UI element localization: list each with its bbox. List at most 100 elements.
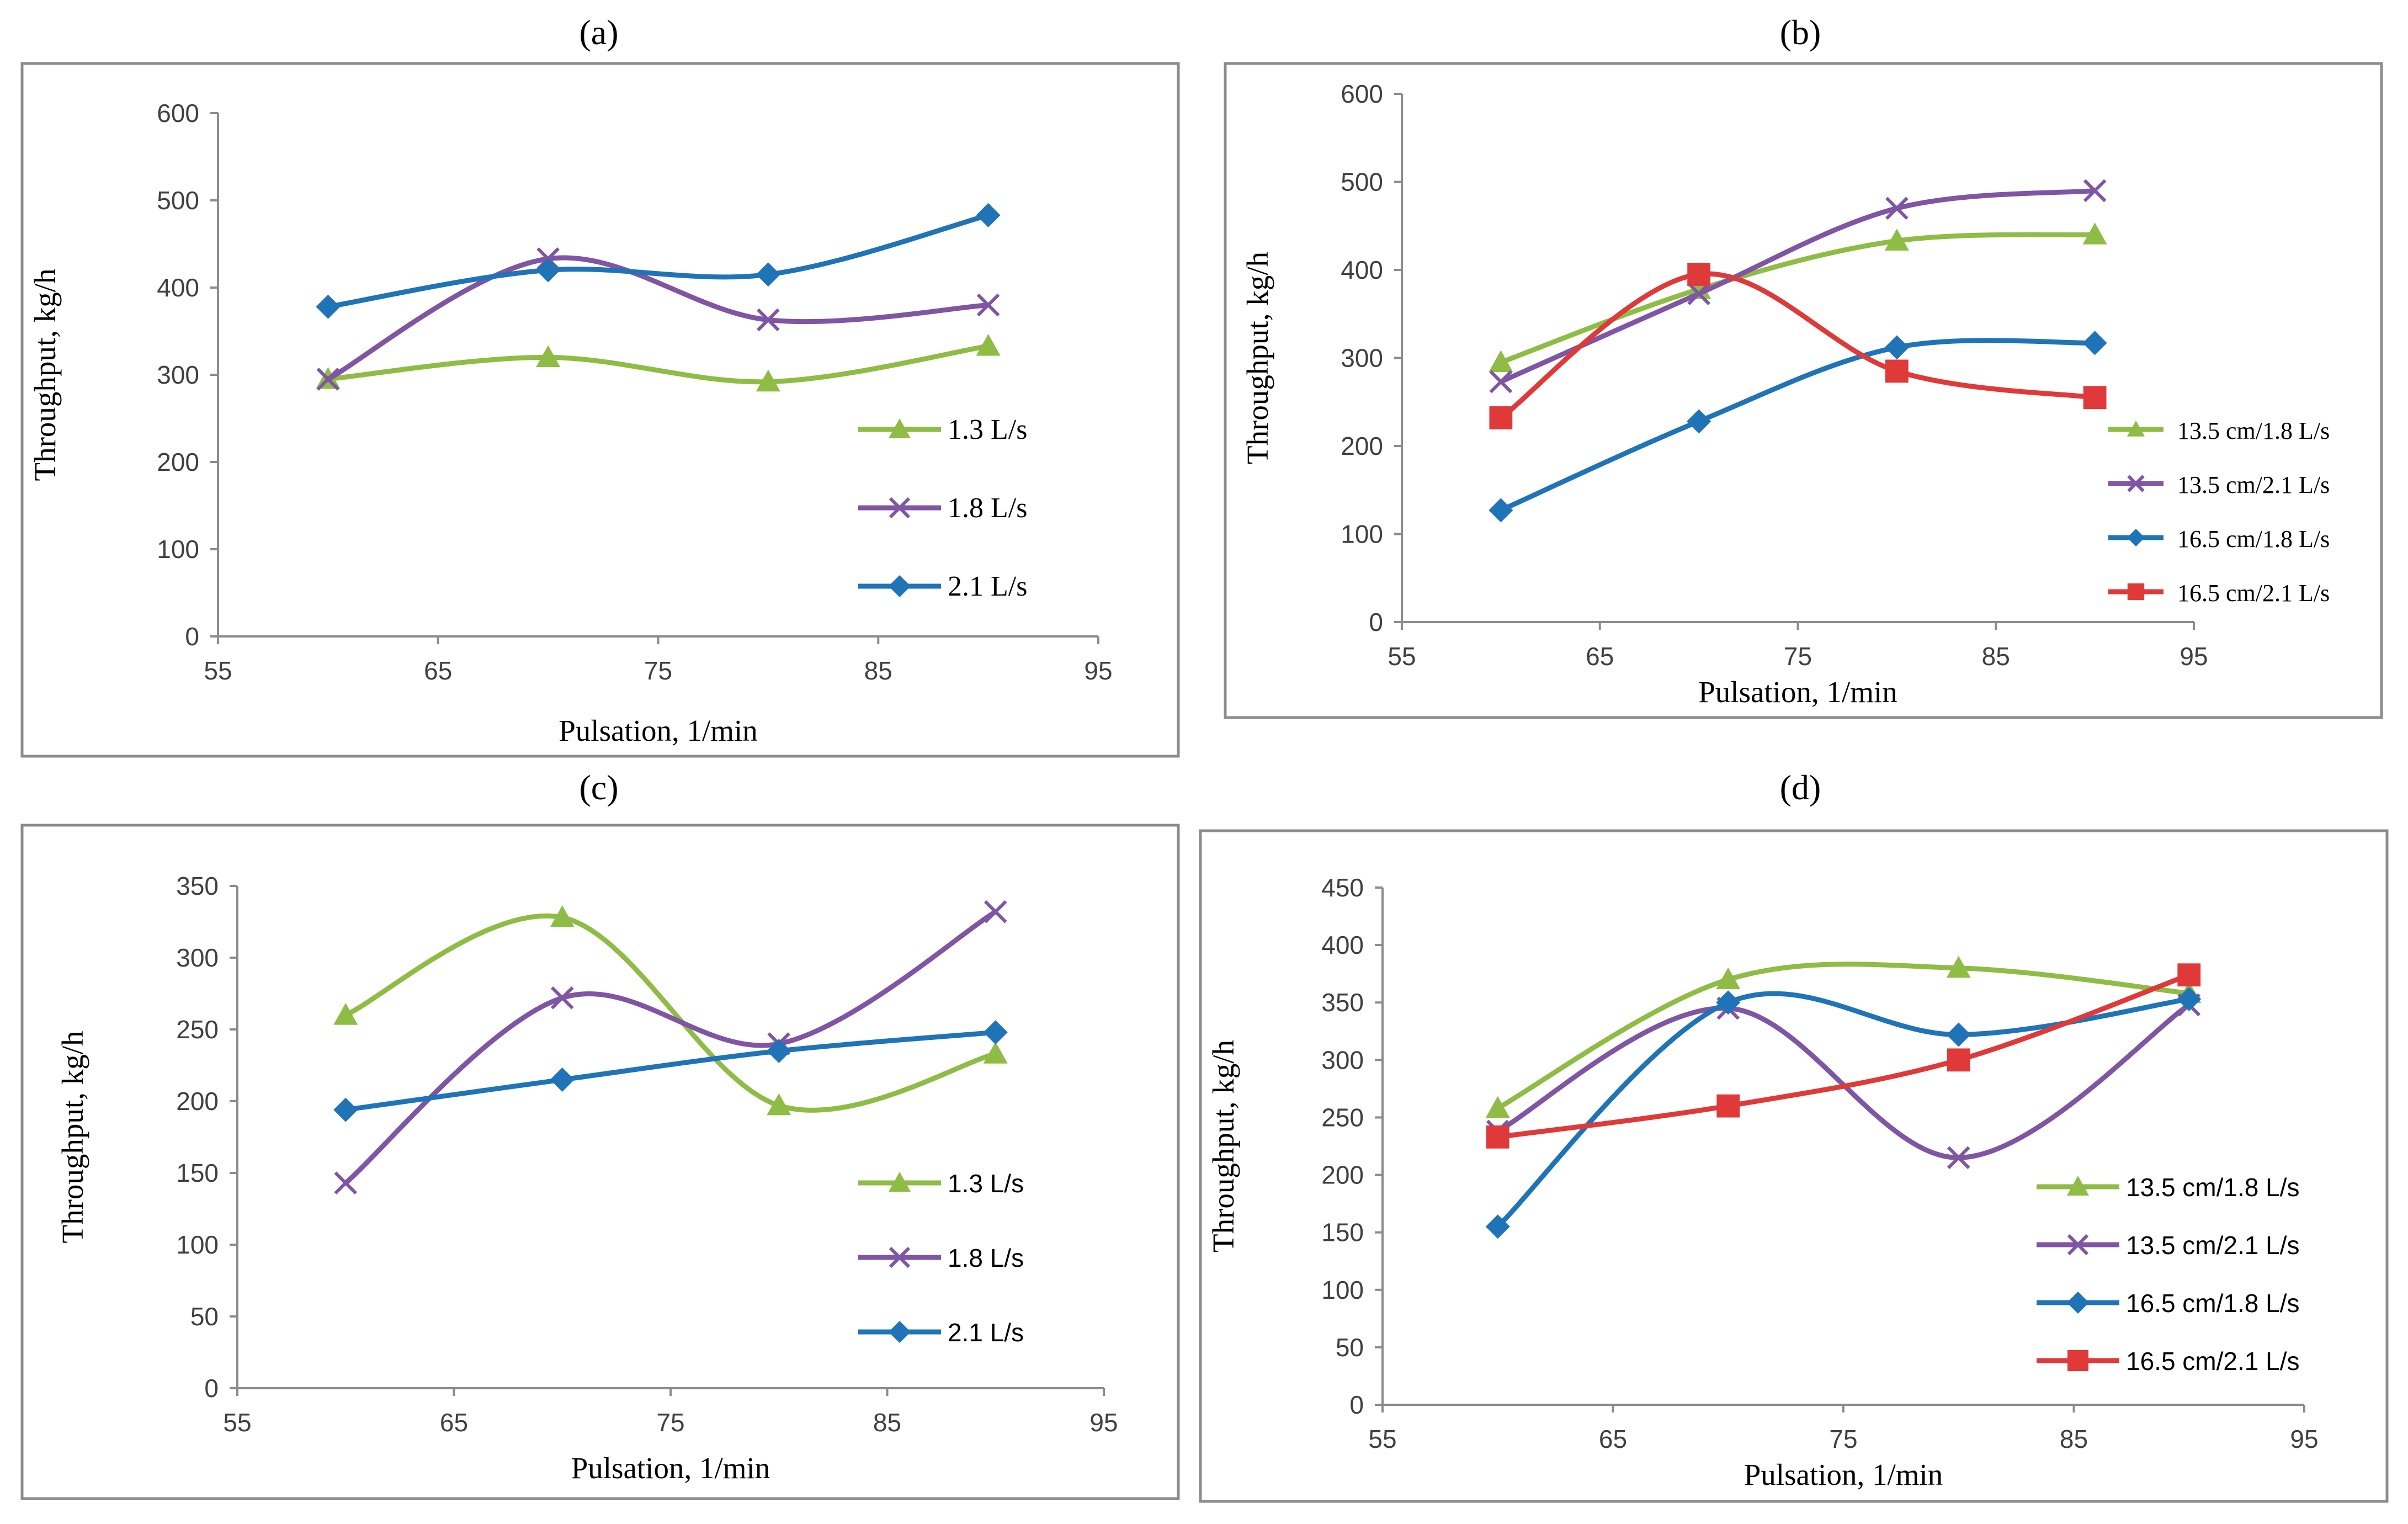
panel-b-series-0-line bbox=[1498, 232, 2098, 365]
panel-b-y-tick-label: 100 bbox=[1341, 520, 1383, 549]
panel-b-legend-item-2: 16.5 cm/1.8 L/s bbox=[2108, 525, 2330, 553]
panel-c-x-tick-label: 65 bbox=[440, 1408, 468, 1437]
panel-b-x-tick-label: 65 bbox=[1586, 642, 1614, 671]
panel-a-y-tick-label: 100 bbox=[157, 535, 199, 564]
panel-a-series-0-point-2 bbox=[756, 369, 780, 392]
panel-d-series-2-point-2 bbox=[1946, 1022, 1971, 1047]
panel-b-series-0-point-2 bbox=[1884, 229, 1909, 251]
panel-c-x-tick-label: 95 bbox=[1089, 1408, 1118, 1437]
panel-d-series-1-line bbox=[1495, 1002, 2192, 1160]
panel-a-legend-label-0: 1.3 L/s bbox=[948, 414, 1027, 445]
panel-d-y-tick-label: 200 bbox=[1321, 1161, 1364, 1190]
panel-c-series-0-point-2 bbox=[767, 1093, 791, 1116]
panel-d-series-2-point-3 bbox=[2177, 986, 2202, 1011]
panel-a-series-2-point-2 bbox=[756, 262, 780, 287]
panel-d-legend-label-3: 16.5 cm/2.1 L/s bbox=[2126, 1347, 2300, 1376]
panel-c-series-2-point-0 bbox=[333, 1097, 358, 1122]
panel-c-series-0 bbox=[333, 905, 1008, 1116]
panel-d-series-0-point-1 bbox=[1716, 967, 1741, 990]
panel-c-x-tick-label: 75 bbox=[656, 1408, 684, 1437]
panel-b-series-1-point-1 bbox=[1687, 282, 1710, 305]
panel-c-series-2-point-3 bbox=[983, 1020, 1008, 1045]
panel-d-title: (d) bbox=[1780, 768, 1821, 807]
panel-b-series-3-point-1 bbox=[1687, 263, 1711, 286]
panel-b-y-tick-label: 500 bbox=[1341, 168, 1383, 197]
panel-d-series-3-point-1 bbox=[1716, 1094, 1740, 1118]
panel-a-y-tick-label: 500 bbox=[157, 186, 199, 215]
panel-c-y-tick-label: 300 bbox=[176, 943, 219, 972]
panel-b-legend-label-1: 13.5 cm/2.1 L/s bbox=[2177, 471, 2330, 498]
panel-a-legend-item-0: 1.3 L/s bbox=[858, 414, 1027, 445]
panel-c-y-tick-label: 350 bbox=[176, 872, 219, 900]
panel-c-series-2-point-2 bbox=[767, 1039, 791, 1063]
panel-b-legend-item-0: 13.5 cm/1.8 L/s bbox=[2108, 417, 2330, 444]
panel-d-legend-label-0: 13.5 cm/1.8 L/s bbox=[2126, 1173, 2300, 1202]
panel-c-y-tick-label: 0 bbox=[204, 1374, 219, 1403]
panel-b-series-3 bbox=[1489, 263, 2107, 429]
panel-a-series-0-point-3 bbox=[976, 333, 1001, 356]
panel-c-x-tick-label: 55 bbox=[223, 1408, 251, 1437]
panel-c: (c) 0 50 100 150 200 250 300 350 55 65 75 85 95 Pulsat… bbox=[20, 768, 1180, 1500]
panel-b-y-tick-label: 200 bbox=[1341, 432, 1383, 460]
panel-c-series-2 bbox=[333, 1020, 1008, 1122]
panel-b-series-3-point-0 bbox=[1489, 406, 1513, 429]
panel-a-x-tick-label: 55 bbox=[204, 656, 232, 685]
panel-b-y-tick-label: 400 bbox=[1341, 256, 1383, 284]
panel-b-series-2-point-0 bbox=[1489, 498, 1513, 523]
panel-c-legend-item-1: 1.8 L/s bbox=[858, 1244, 1024, 1272]
panel-d-x-tick-label: 75 bbox=[1829, 1425, 1857, 1453]
panel-c-legend-label-2: 2.1 L/s bbox=[948, 1318, 1024, 1347]
panel-a-x-tick-label: 75 bbox=[644, 656, 672, 685]
panel-b-series-1-point-0 bbox=[1489, 370, 1513, 394]
panel-c-x-axis-title: Pulsation, 1/min bbox=[571, 1451, 770, 1485]
panel-d-y-tick-label: 300 bbox=[1321, 1045, 1364, 1074]
panel-d-x-axis-title: Pulsation, 1/min bbox=[1744, 1458, 1943, 1491]
panel-b-series-3-point-3 bbox=[2083, 386, 2107, 410]
panel-d-x-tick-label: 65 bbox=[1599, 1425, 1627, 1453]
panel-b-series-1-point-2 bbox=[1885, 197, 1909, 220]
panel-a-x-tick-label: 85 bbox=[864, 656, 892, 685]
panel-c-y-tick-label: 200 bbox=[176, 1087, 219, 1116]
panel-d-legend-item-3: 16.5 cm/2.1 L/s bbox=[2037, 1347, 2300, 1376]
panel-b-y-axis-title: Throughput, kg/h bbox=[1241, 252, 1274, 464]
panel-b-title: (b) bbox=[1780, 13, 1821, 52]
panel-c-series-0-point-1 bbox=[550, 905, 575, 927]
panel-a-title: (a) bbox=[579, 13, 618, 52]
panel-d-y-tick-label: 250 bbox=[1321, 1103, 1364, 1132]
panel-b-x-tick-label: 75 bbox=[1784, 642, 1812, 671]
panel-a-legend-item-2: 2.1 L/s bbox=[858, 571, 1027, 602]
panel-b-x-axis-title: Pulsation, 1/min bbox=[1698, 675, 1897, 709]
panel-c-series-2-point-1 bbox=[550, 1068, 575, 1092]
panel-d-series-1-point-2 bbox=[1947, 1146, 1970, 1170]
panel-d-frame bbox=[1199, 829, 2389, 1503]
panel-a-series-1-point-3 bbox=[976, 293, 1000, 317]
panel-c-y-tick-label: 100 bbox=[176, 1230, 219, 1259]
panel-a-series-0-point-1 bbox=[536, 345, 561, 367]
panel-c-series-1-point-0 bbox=[334, 1171, 358, 1195]
panel-a-series-2-point-0 bbox=[316, 294, 341, 319]
panel-a-legend-label-2: 2.1 L/s bbox=[948, 571, 1027, 602]
panel-c-series-1-line bbox=[343, 909, 998, 1186]
panel-b-series-2-point-2 bbox=[1884, 335, 1909, 360]
panel-b-series-2-point-3 bbox=[2082, 331, 2107, 355]
panel-c-series-1-point-3 bbox=[984, 900, 1007, 923]
panel-a: (a) 0 100 200 300 400 500 600 55 65 75 85 95 Pulsatio… bbox=[20, 13, 1180, 758]
panel-b-y-tick-label: 300 bbox=[1341, 344, 1383, 373]
panel-d-legend-item-0: 13.5 cm/1.8 L/s bbox=[2037, 1173, 2300, 1202]
panel-b-y-tick-label: 600 bbox=[1341, 79, 1383, 108]
panel-b-legend-label-0: 13.5 cm/1.8 L/s bbox=[2177, 417, 2330, 444]
panel-d-series-3-point-2 bbox=[1947, 1048, 1970, 1072]
panel-a-legend-item-1: 1.8 L/s bbox=[858, 492, 1027, 524]
panel-d-legend-label-1: 13.5 cm/2.1 L/s bbox=[2126, 1231, 2300, 1260]
panel-a-series-1-line bbox=[325, 255, 991, 382]
panel-c-x-tick-label: 85 bbox=[873, 1408, 901, 1437]
panel-d-series-3 bbox=[1486, 963, 2201, 1149]
panel-d-legend-item-1: 13.5 cm/2.1 L/s bbox=[2037, 1231, 2300, 1260]
panel-c-legend-label-1: 1.8 L/s bbox=[948, 1244, 1024, 1272]
panel-d-legend-label-2: 16.5 cm/1.8 L/s bbox=[2126, 1289, 2300, 1318]
panel-b-legend-label-3: 16.5 cm/2.1 L/s bbox=[2177, 580, 2330, 607]
panel-a-x-tick-label: 95 bbox=[1084, 656, 1112, 685]
panel-a-series-2-point-1 bbox=[536, 258, 561, 283]
panel-a-frame bbox=[20, 62, 1180, 758]
